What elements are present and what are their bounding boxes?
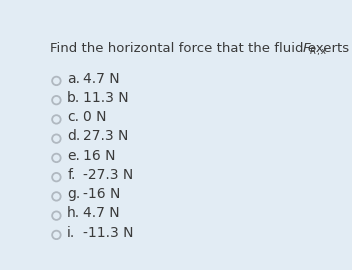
Text: 0 N: 0 N <box>83 110 106 124</box>
Text: 16 N: 16 N <box>83 148 115 163</box>
Text: f.: f. <box>67 168 76 182</box>
Text: g.: g. <box>67 187 81 201</box>
Text: 11.3 N: 11.3 N <box>83 91 128 105</box>
Text: 4.7 N: 4.7 N <box>83 206 119 220</box>
Text: $F_{R,x}$: $F_{R,x}$ <box>302 42 329 58</box>
Text: e.: e. <box>67 148 80 163</box>
Text: a.: a. <box>67 72 80 86</box>
Text: b.: b. <box>67 91 81 105</box>
Text: c.: c. <box>67 110 79 124</box>
Text: i.: i. <box>67 226 75 239</box>
Text: 27.3 N: 27.3 N <box>83 129 128 143</box>
Text: -27.3 N: -27.3 N <box>83 168 133 182</box>
Text: 4.7 N: 4.7 N <box>83 72 119 86</box>
Text: h.: h. <box>67 206 80 220</box>
Text: d.: d. <box>67 129 81 143</box>
Text: -11.3 N: -11.3 N <box>83 226 133 239</box>
Text: Find the horizontal force that the fluid exerts on the block,: Find the horizontal force that the fluid… <box>50 42 352 55</box>
Text: -16 N: -16 N <box>83 187 120 201</box>
